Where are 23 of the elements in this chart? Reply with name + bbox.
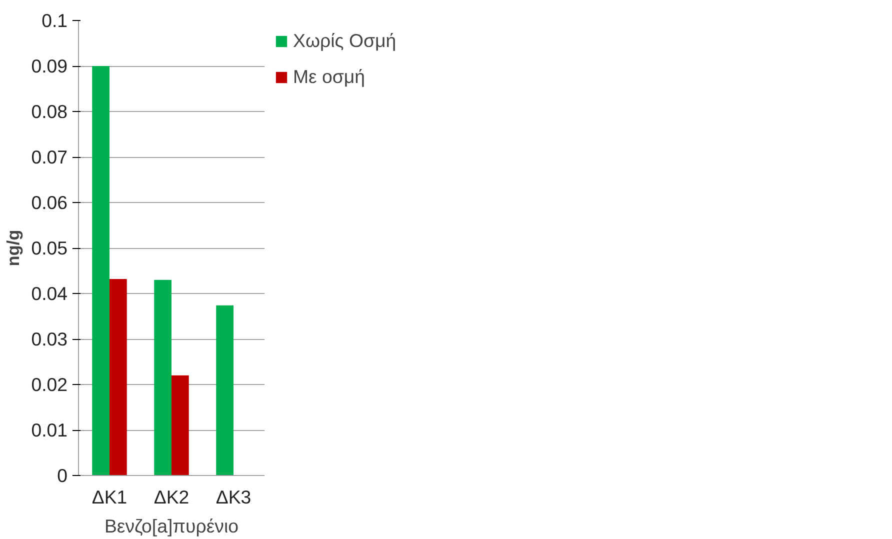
legend-label: Με οσμή [293, 66, 366, 88]
bar [110, 278, 127, 476]
bar [92, 66, 110, 476]
y-tick-label: 0.1 [42, 10, 68, 31]
y-tick-label: 0.03 [31, 328, 68, 350]
bar [154, 280, 172, 476]
y-tick-label: 0.09 [31, 56, 68, 76]
x-tick-label: ΔΚ3 [216, 486, 252, 508]
y-tick-label: 0.02 [31, 374, 68, 395]
y-tick-label: 0.08 [31, 101, 68, 122]
y-tick-label: 0.07 [31, 146, 68, 168]
bar [172, 375, 189, 476]
y-tick-label: 0.05 [31, 238, 68, 258]
x-tick-label: ΔΚ2 [154, 486, 190, 508]
bar [216, 305, 234, 476]
y-tick-label: 0 [57, 465, 68, 486]
x-tick-label: ΔΚ1 [92, 486, 128, 508]
legend-label: Χωρίς Οσμή [293, 30, 396, 52]
y-axis-title: ng/g [3, 230, 24, 266]
y-tick-label: 0.04 [31, 283, 68, 304]
y-tick-label: 0.06 [31, 192, 68, 213]
x-axis-title: Βενζο[a]πυρένιο [104, 516, 239, 536]
y-tick-label: 0.01 [31, 420, 68, 440]
